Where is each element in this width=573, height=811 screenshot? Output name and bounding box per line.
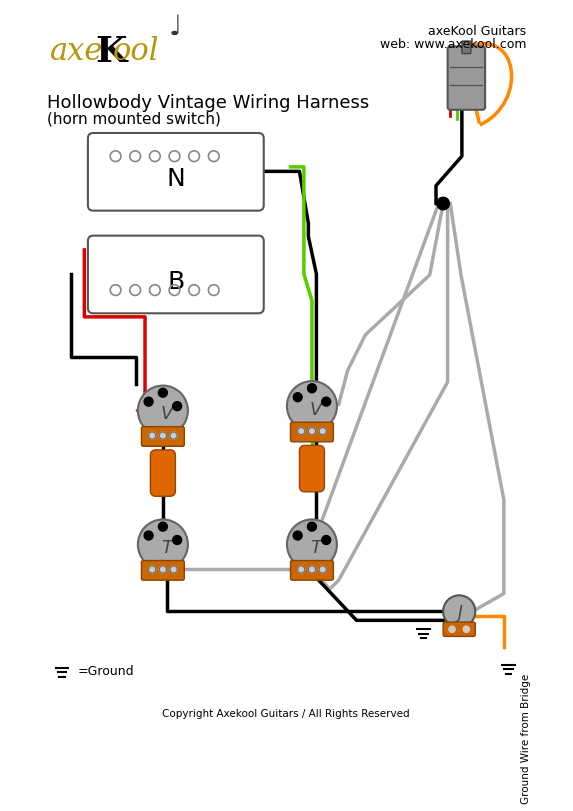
Circle shape [170, 566, 177, 573]
Circle shape [293, 393, 302, 401]
Circle shape [297, 427, 305, 435]
Circle shape [319, 566, 326, 573]
Circle shape [159, 432, 166, 439]
Text: ool: ool [113, 36, 159, 67]
Text: ♩: ♩ [169, 13, 182, 41]
Text: B: B [167, 269, 185, 294]
Text: Ground Wire from Bridge: Ground Wire from Bridge [521, 674, 531, 805]
Circle shape [308, 384, 316, 393]
Circle shape [322, 397, 331, 406]
Circle shape [170, 432, 177, 439]
FancyBboxPatch shape [291, 423, 333, 442]
FancyBboxPatch shape [443, 622, 475, 637]
Circle shape [437, 197, 449, 210]
Text: Copyright Axekool Guitars / All Rights Reserved: Copyright Axekool Guitars / All Rights R… [162, 709, 410, 719]
Text: =Ground: =Ground [77, 665, 134, 678]
Text: T: T [310, 539, 321, 557]
Circle shape [287, 520, 337, 569]
Circle shape [463, 626, 469, 633]
Circle shape [172, 401, 182, 410]
Circle shape [449, 626, 455, 633]
Circle shape [297, 566, 305, 573]
Circle shape [308, 427, 316, 435]
FancyBboxPatch shape [142, 427, 185, 446]
Circle shape [443, 595, 475, 628]
Text: V: V [160, 406, 172, 423]
Text: (horn mounted switch): (horn mounted switch) [47, 111, 221, 127]
FancyBboxPatch shape [291, 560, 333, 580]
Circle shape [158, 522, 167, 531]
Circle shape [138, 385, 188, 436]
FancyBboxPatch shape [300, 445, 324, 491]
Circle shape [138, 520, 188, 569]
FancyBboxPatch shape [142, 560, 185, 580]
Text: web: www.axekool.com: web: www.axekool.com [380, 38, 526, 51]
Circle shape [322, 535, 331, 544]
Circle shape [159, 566, 166, 573]
Circle shape [144, 531, 153, 540]
Text: T: T [161, 539, 172, 557]
Circle shape [319, 427, 326, 435]
FancyBboxPatch shape [88, 236, 264, 313]
Text: axeKool Guitars: axeKool Guitars [428, 25, 526, 38]
FancyBboxPatch shape [462, 41, 471, 54]
Circle shape [308, 522, 316, 531]
FancyBboxPatch shape [88, 133, 264, 211]
Text: V: V [309, 401, 321, 418]
FancyBboxPatch shape [448, 46, 485, 109]
Text: K: K [95, 35, 127, 69]
Circle shape [158, 388, 167, 397]
Circle shape [148, 566, 156, 573]
Text: N: N [166, 167, 185, 191]
Circle shape [308, 566, 316, 573]
Circle shape [144, 397, 153, 406]
Circle shape [148, 432, 156, 439]
Circle shape [172, 535, 182, 544]
Text: J: J [458, 604, 462, 622]
Circle shape [293, 531, 302, 540]
Circle shape [287, 381, 337, 431]
Text: Hollowbody Vintage Wiring Harness: Hollowbody Vintage Wiring Harness [47, 93, 369, 112]
Text: axe: axe [50, 36, 104, 67]
FancyBboxPatch shape [150, 450, 175, 496]
